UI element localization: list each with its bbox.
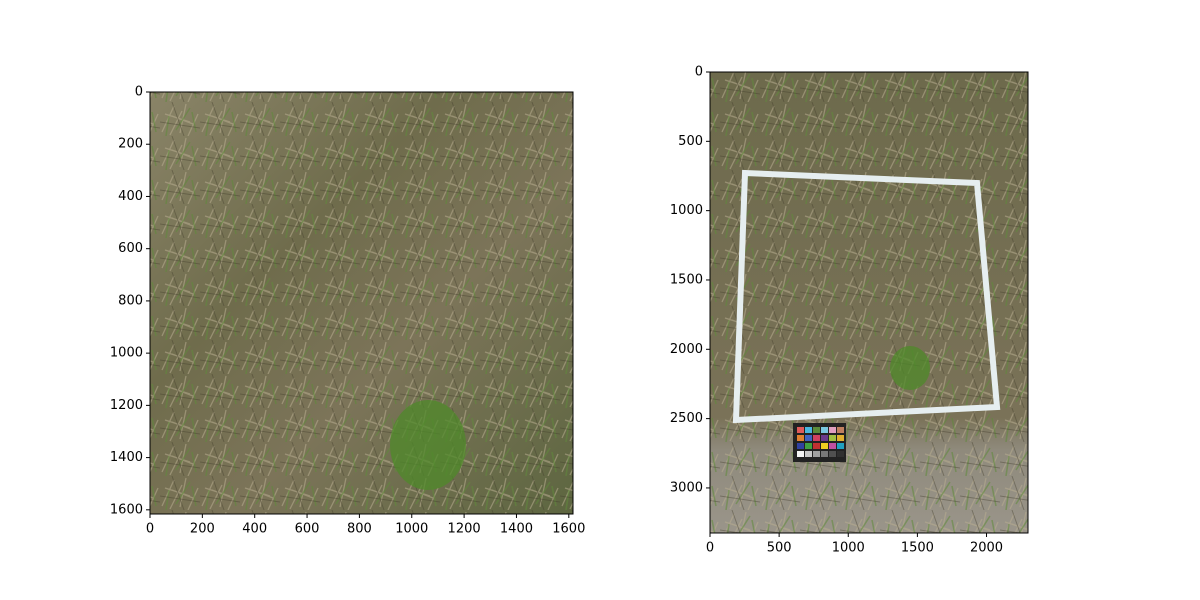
x-tick-label: 1600 bbox=[552, 522, 585, 537]
y-tick-label: 1000 bbox=[670, 203, 703, 218]
x-tick-label: 600 bbox=[295, 522, 320, 537]
quadrat-frame bbox=[732, 169, 1001, 424]
y-tick-label: 1600 bbox=[110, 502, 143, 517]
y-tick-label: 3000 bbox=[670, 480, 703, 495]
x-tick-label: 0 bbox=[706, 541, 714, 556]
image-decor bbox=[390, 169, 1001, 490]
y-tick-label: 800 bbox=[118, 293, 143, 308]
x-tick-label: 1500 bbox=[901, 541, 934, 556]
y-tick-label: 1200 bbox=[110, 398, 143, 413]
y-tick-label: 600 bbox=[118, 241, 143, 256]
y-tick-label: 1400 bbox=[110, 450, 143, 465]
y-tick-label: 0 bbox=[695, 65, 703, 80]
y-tick-label: 400 bbox=[118, 189, 143, 204]
color-checker-patches bbox=[797, 427, 844, 457]
axes-frame bbox=[149, 91, 574, 515]
x-tick-label: 1400 bbox=[500, 522, 533, 537]
x-tick-label: 500 bbox=[767, 541, 792, 556]
y-tick-label: 1000 bbox=[110, 346, 143, 361]
y-tick-label: 0 bbox=[135, 85, 143, 100]
x-tick-label: 400 bbox=[242, 522, 267, 537]
axes-frame bbox=[709, 71, 1029, 534]
x-tick-label: 200 bbox=[190, 522, 215, 537]
x-tick-label: 1000 bbox=[832, 541, 865, 556]
image-texture bbox=[710, 72, 1028, 533]
x-tick-label: 800 bbox=[347, 522, 372, 537]
plant bbox=[390, 400, 466, 490]
plant bbox=[890, 346, 930, 390]
y-tick-label: 1500 bbox=[670, 272, 703, 287]
x-tick-label: 0 bbox=[146, 522, 154, 537]
x-tick-label: 1200 bbox=[448, 522, 481, 537]
y-tick-label: 200 bbox=[118, 137, 143, 152]
y-tick-label: 2000 bbox=[670, 342, 703, 357]
y-tick-label: 2500 bbox=[670, 411, 703, 426]
image-texture bbox=[150, 92, 573, 514]
x-tick-label: 1000 bbox=[395, 522, 428, 537]
x-tick-label: 2000 bbox=[970, 541, 1003, 556]
y-tick-label: 500 bbox=[678, 134, 703, 149]
